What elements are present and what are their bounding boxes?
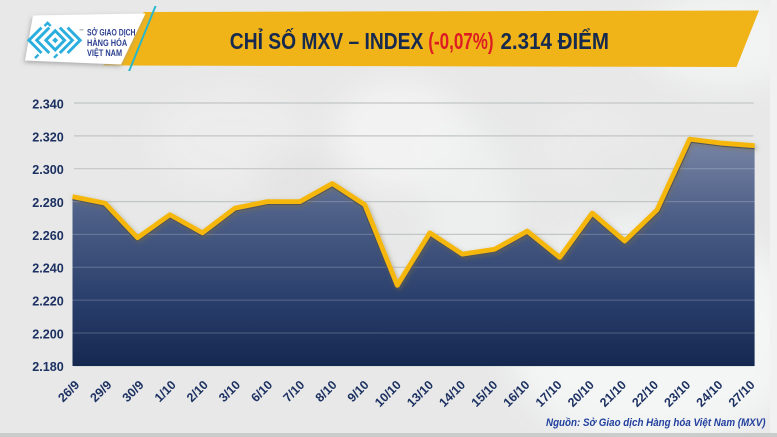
svg-text:2.200: 2.200 (32, 327, 64, 341)
svg-text:Nguồn: Sở Giao dịch Hàng hóa V: Nguồn: Sở Giao dịch Hàng hóa Việt Nam (M… (546, 417, 766, 429)
svg-text:2.300: 2.300 (32, 163, 64, 177)
svg-text:2.280: 2.280 (32, 196, 64, 210)
svg-text:2.180: 2.180 (32, 360, 64, 374)
svg-text:CHỈ SỐ MXV – INDEX: CHỈ SỐ MXV – INDEX (230, 26, 424, 54)
svg-text:2.314 ĐIỂM: 2.314 ĐIỂM (501, 27, 610, 54)
svg-text:2.320: 2.320 (32, 130, 64, 144)
svg-text:2.220: 2.220 (32, 295, 64, 309)
svg-text:2.340: 2.340 (32, 97, 64, 111)
svg-text:2.240: 2.240 (32, 262, 64, 276)
svg-text:(-0,07%): (-0,07%) (428, 28, 493, 54)
svg-text:HÀNG HÓA: HÀNG HÓA (87, 37, 128, 48)
svg-text:SỞ GIAO DỊCH: SỞ GIAO DỊCH (87, 27, 136, 38)
svg-text:2.260: 2.260 (32, 229, 64, 243)
svg-text:VIỆT NAM: VIỆT NAM (87, 47, 122, 58)
